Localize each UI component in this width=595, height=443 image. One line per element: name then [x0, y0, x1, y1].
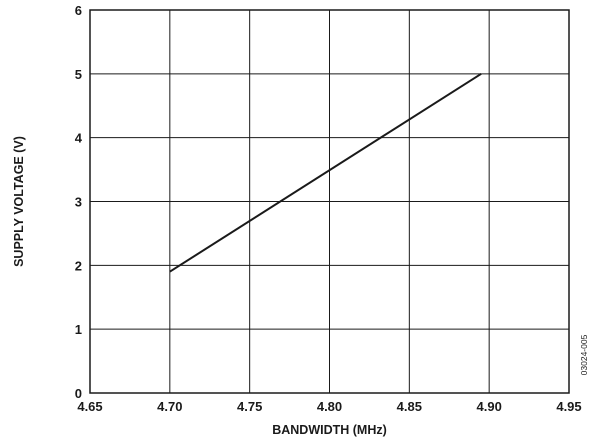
y-axis-ticks: 0 1 2 3 4 5 6	[75, 3, 83, 401]
x-axis-ticks: 4.65 4.70 4.75 4.80 4.85 4.90 4.95	[77, 399, 581, 414]
x-tick-label: 4.90	[477, 399, 502, 414]
x-axis-label: BANDWIDTH (MHz)	[272, 423, 387, 437]
x-tick-label: 4.65	[77, 399, 102, 414]
y-tick-label: 1	[75, 322, 82, 337]
y-tick-label: 3	[75, 195, 82, 210]
plot-area	[89, 9, 570, 394]
y-tick-label: 6	[75, 3, 82, 18]
x-tick-label: 4.75	[237, 399, 262, 414]
grid-lines	[90, 10, 569, 393]
data-series	[169, 72, 482, 273]
y-tick-label: 0	[75, 386, 82, 401]
y-tick-label: 4	[75, 131, 83, 146]
x-tick-label: 4.80	[317, 399, 342, 414]
y-tick-label: 5	[75, 67, 82, 82]
figure-id: 03024-005	[579, 334, 589, 375]
series-line	[169, 72, 482, 273]
x-tick-label: 4.95	[556, 399, 581, 414]
x-tick-label: 4.85	[397, 399, 422, 414]
y-tick-label: 2	[75, 258, 82, 273]
x-tick-label: 4.70	[157, 399, 182, 414]
y-axis-label: SUPPLY VOLTAGE (V)	[12, 136, 26, 267]
